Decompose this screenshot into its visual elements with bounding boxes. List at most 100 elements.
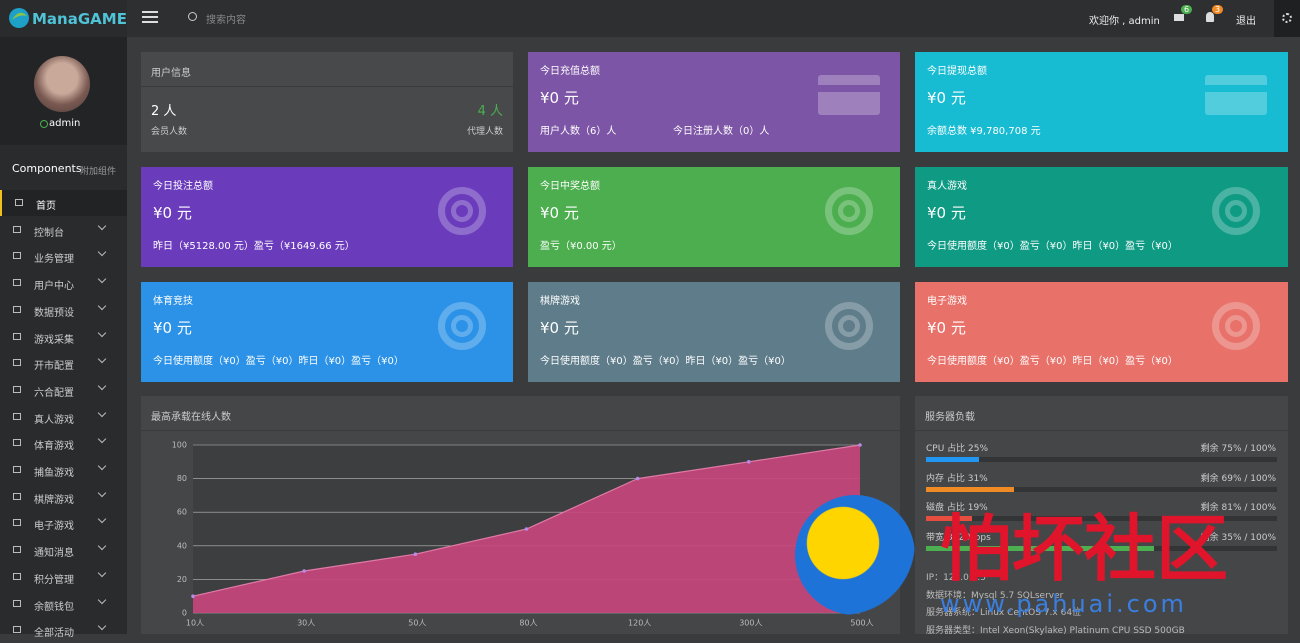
bar-remain: 剩余 75% / 100% bbox=[1200, 444, 1276, 454]
stat-card: 今日中奖总额 ¥0 元盈亏（¥0.00 元） bbox=[528, 167, 900, 267]
logo: ManaGAME bbox=[0, 0, 127, 37]
x-tick-label: 300人 bbox=[739, 619, 762, 628]
logout[interactable]: 退出 bbox=[1236, 16, 1256, 27]
bar-track bbox=[926, 486, 1277, 492]
menu-label: 体育游戏 bbox=[34, 441, 74, 453]
menu-label: 电子游戏 bbox=[34, 521, 74, 533]
menu-item[interactable]: 用户中心 bbox=[0, 270, 127, 296]
menu-label: 首页 bbox=[36, 201, 56, 212]
menu-item[interactable]: 业务管理 bbox=[0, 243, 127, 269]
stat-card: 棋牌游戏 ¥0 元今日使用额度（¥0）盈亏（¥0）昨日（¥0）盈亏（¥0） bbox=[528, 282, 900, 382]
panel-title: 最高承载在线人数 bbox=[151, 412, 231, 423]
menu-chevron bbox=[97, 488, 107, 497]
agent-label: 代理人数 bbox=[466, 127, 503, 137]
menu-toggle[interactable] bbox=[142, 11, 158, 23]
menu-item[interactable]: 数据预设 bbox=[0, 297, 127, 323]
menu-item[interactable]: 控制台 bbox=[0, 217, 127, 243]
menu-item[interactable]: 捕鱼游戏 bbox=[0, 457, 127, 483]
menu-icon bbox=[13, 385, 21, 393]
y-tick-label: 40 bbox=[177, 541, 187, 550]
menu-label: 六合配置 bbox=[34, 387, 74, 399]
point bbox=[413, 552, 418, 556]
mail-icon[interactable] bbox=[1174, 14, 1184, 21]
card-value: ¥0 元 bbox=[153, 319, 192, 337]
bar-label: 内存 占比 31% bbox=[926, 473, 988, 484]
menu-chevron bbox=[97, 435, 107, 444]
logo-icon bbox=[9, 8, 29, 28]
menu-icon bbox=[13, 332, 21, 340]
bar-label: 带宽 802 Mbps bbox=[926, 532, 991, 543]
point bbox=[858, 443, 862, 447]
member-count: 2 人 bbox=[151, 104, 177, 119]
server-panel: 服务器负载 CPU 占比 25% 剩余 75% / 100% 内存 占比 31% 剩余 … bbox=[915, 396, 1288, 636]
menu-chevron bbox=[97, 408, 107, 417]
menu-item[interactable]: 电子游戏 bbox=[0, 510, 127, 536]
bar-label: CPU 占比 25% bbox=[926, 444, 989, 454]
stat-card: 真人游戏 ¥0 元今日使用额度（¥0）盈亏（¥0）昨日（¥0）盈亏（¥0） bbox=[915, 167, 1288, 267]
card-value: ¥0 元 bbox=[927, 319, 966, 337]
agent-count: 4 人 bbox=[477, 104, 503, 119]
menu-item[interactable]: 六合配置 bbox=[0, 377, 127, 403]
menu-label: 真人游戏 bbox=[34, 414, 74, 426]
avatar bbox=[34, 56, 90, 112]
server-info: IP：127.0.0.5 bbox=[926, 573, 987, 583]
bell-badge: 3 bbox=[1212, 5, 1224, 14]
menu-item[interactable]: 通知消息 bbox=[0, 537, 127, 563]
card-icon bbox=[818, 187, 880, 237]
menu-label: 全部活动 bbox=[34, 628, 74, 640]
menu-item[interactable]: 游戏采集 bbox=[0, 324, 127, 350]
sidebar: admin Components 附加组件 首页 控制台 业务管理 用户中心 数据预设 游戏采集… bbox=[0, 37, 127, 639]
menu-icon bbox=[13, 439, 21, 447]
stat-card: 体育竞技 ¥0 元今日使用额度（¥0）盈亏（¥0）昨日（¥0）盈亏（¥0） bbox=[141, 282, 513, 382]
menu-chevron bbox=[97, 621, 107, 631]
menu-chevron bbox=[97, 515, 107, 524]
menu-chevron bbox=[97, 221, 107, 230]
menu-item[interactable]: 全部活动 bbox=[0, 617, 127, 643]
bar-remain: 剩余 35% / 100% bbox=[1200, 532, 1276, 543]
menu-icon bbox=[13, 252, 21, 260]
card-value: ¥0 元 bbox=[540, 319, 579, 337]
point bbox=[747, 460, 751, 464]
settings[interactable] bbox=[1274, 0, 1300, 37]
server-info: 数据环境：Mysql 5.7 SQLserver bbox=[926, 590, 1064, 601]
menu-label: 数据预设 bbox=[34, 307, 74, 319]
divider bbox=[915, 430, 1288, 431]
menu-item[interactable]: 余额钱包 bbox=[0, 591, 127, 617]
menu-chevron bbox=[97, 274, 107, 284]
card-value: ¥0 元 bbox=[153, 204, 192, 222]
menu-item[interactable]: 棋牌游戏 bbox=[0, 484, 127, 510]
card-icon bbox=[431, 187, 493, 237]
menu-icon bbox=[13, 626, 21, 634]
point bbox=[635, 476, 640, 481]
bar-remain: 剩余 81% / 100% bbox=[1200, 503, 1276, 513]
menu-icon bbox=[13, 492, 21, 500]
menu-item[interactable]: 真人游戏 bbox=[0, 404, 127, 430]
menu-icon bbox=[13, 546, 21, 554]
card-value: ¥0 元 bbox=[927, 89, 966, 107]
menu-chevron bbox=[97, 595, 107, 604]
menu-label: 积分管理 bbox=[34, 574, 74, 586]
y-tick-label: 80 bbox=[177, 474, 187, 483]
welcome: 欢迎你 , admin bbox=[1089, 16, 1160, 27]
card-title: 今日投注总额 bbox=[153, 181, 213, 192]
bar-fill bbox=[926, 486, 1014, 492]
card-icon bbox=[1205, 187, 1267, 237]
bell-icon[interactable] bbox=[1206, 12, 1214, 22]
y-tick-label: 60 bbox=[177, 508, 187, 517]
logo-text: ManaGAME bbox=[32, 10, 127, 28]
server-info: 服务器类型：Intel Xeon(Skylake) Platinum CPU S… bbox=[926, 625, 1185, 636]
menu-icon bbox=[15, 199, 23, 206]
menu-icon bbox=[13, 412, 21, 420]
card-footer: 用户人数（6）人 bbox=[540, 126, 617, 137]
menu-item[interactable]: 首页 bbox=[0, 190, 127, 216]
bar-track bbox=[926, 545, 1277, 551]
menu-item[interactable]: 体育游戏 bbox=[0, 430, 127, 456]
panel-title: 服务器负载 bbox=[925, 412, 975, 423]
card-icon bbox=[431, 302, 493, 352]
search-input[interactable]: 搜索内容 bbox=[206, 15, 246, 26]
menu-item[interactable]: 开市配置 bbox=[0, 350, 127, 376]
chart-panel: 最高承载在线人数 0 20 40 60 80 100 10人 30人 50人 80人 120人 300人… bbox=[141, 396, 900, 634]
bar-fill bbox=[926, 457, 979, 462]
menu-item[interactable]: 积分管理 bbox=[0, 564, 127, 590]
